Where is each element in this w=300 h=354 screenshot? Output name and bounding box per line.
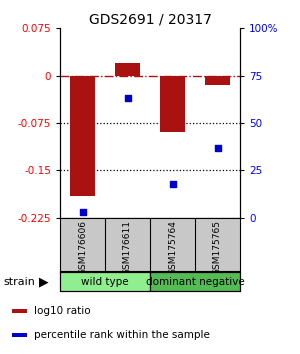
Bar [160, 76, 185, 132]
Bar [12, 333, 27, 337]
Text: GSM176606: GSM176606 [78, 220, 87, 275]
Text: strain: strain [3, 276, 35, 287]
Text: percentile rank within the sample: percentile rank within the sample [34, 330, 210, 340]
Text: GSM175765: GSM175765 [213, 220, 222, 275]
Bar [70, 76, 95, 196]
Bar [150, 272, 240, 291]
Point [170, 181, 175, 187]
Point [80, 209, 85, 215]
Bar [205, 76, 230, 85]
Text: GSM176611: GSM176611 [123, 220, 132, 275]
Bar [60, 272, 150, 291]
Bar [12, 309, 27, 313]
Text: GSM175764: GSM175764 [168, 220, 177, 275]
Text: wild type: wild type [81, 276, 129, 287]
Text: ▶: ▶ [39, 275, 49, 288]
Bar [115, 63, 140, 76]
Point [215, 145, 220, 150]
Point [125, 96, 130, 101]
Text: dominant negative: dominant negative [146, 276, 244, 287]
Text: GDS2691 / 20317: GDS2691 / 20317 [88, 12, 212, 27]
Text: log10 ratio: log10 ratio [34, 306, 91, 316]
